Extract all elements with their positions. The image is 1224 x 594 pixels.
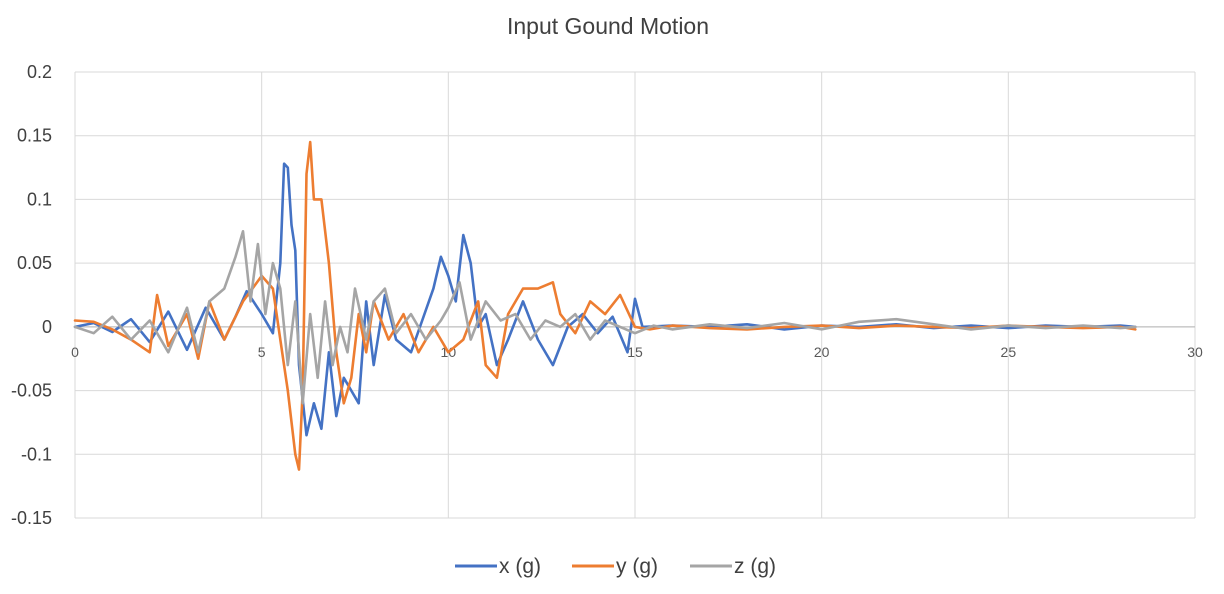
series-line-2 bbox=[73, 140, 1137, 471]
y-tick-label: -0.15 bbox=[11, 508, 52, 528]
x-tick-label: 20 bbox=[814, 344, 830, 360]
series-line-1 bbox=[73, 162, 1137, 437]
y-tick-label: 0.2 bbox=[27, 62, 52, 82]
legend-label: x (g) bbox=[499, 555, 541, 578]
grid-layer bbox=[74, 71, 1196, 519]
legend: x (g) y (g) z (g) bbox=[455, 555, 776, 578]
x-tick-label: 15 bbox=[627, 344, 643, 360]
x-tick-label: 0 bbox=[71, 344, 79, 360]
legend-label: y (g) bbox=[616, 555, 658, 578]
y-tick-label: 0 bbox=[42, 317, 52, 337]
axis-layer: 0.20.150.10.050-0.05-0.1-0.150 5 10 15 20 25 3… bbox=[11, 62, 1203, 528]
series-line-3 bbox=[73, 230, 1137, 405]
y-tick-label: -0.05 bbox=[11, 381, 52, 401]
x-tick-label: 5 bbox=[258, 344, 266, 360]
y-tick-label: 0.1 bbox=[27, 189, 52, 209]
series-layer bbox=[73, 140, 1137, 471]
chart-title: Input Gound Motion bbox=[507, 13, 709, 39]
x-tick-label: 30 bbox=[1187, 344, 1203, 360]
y-tick-label: -0.1 bbox=[21, 444, 52, 464]
legend-label: z (g) bbox=[734, 555, 776, 578]
y-tick-label: 0.05 bbox=[17, 253, 52, 273]
y-tick-label: 0.15 bbox=[17, 126, 52, 146]
x-tick-label: 25 bbox=[1001, 344, 1017, 360]
